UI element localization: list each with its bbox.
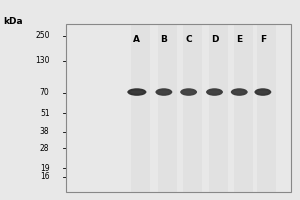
- FancyBboxPatch shape: [158, 24, 177, 192]
- Ellipse shape: [233, 90, 245, 94]
- Ellipse shape: [155, 88, 172, 96]
- Ellipse shape: [127, 88, 146, 96]
- Text: C: C: [185, 35, 192, 44]
- Ellipse shape: [206, 88, 223, 96]
- FancyBboxPatch shape: [183, 24, 202, 192]
- Ellipse shape: [130, 90, 144, 94]
- Text: 28: 28: [40, 144, 50, 153]
- Text: 38: 38: [40, 127, 50, 136]
- FancyBboxPatch shape: [234, 24, 253, 192]
- Text: F: F: [260, 35, 266, 44]
- Text: 70: 70: [40, 88, 50, 97]
- Text: A: A: [134, 35, 140, 44]
- Text: D: D: [211, 35, 218, 44]
- Ellipse shape: [180, 88, 197, 96]
- Text: 19: 19: [40, 164, 50, 173]
- Text: 51: 51: [40, 109, 50, 118]
- Ellipse shape: [183, 90, 194, 94]
- Ellipse shape: [231, 88, 248, 96]
- Ellipse shape: [158, 90, 170, 94]
- Text: E: E: [236, 35, 242, 44]
- Ellipse shape: [257, 90, 269, 94]
- FancyBboxPatch shape: [131, 24, 150, 192]
- Text: kDa: kDa: [3, 17, 22, 25]
- Text: 130: 130: [35, 56, 50, 65]
- Ellipse shape: [254, 88, 271, 96]
- Text: B: B: [160, 35, 167, 44]
- Text: 16: 16: [40, 172, 50, 181]
- Text: 250: 250: [35, 31, 50, 40]
- FancyBboxPatch shape: [257, 24, 276, 192]
- FancyBboxPatch shape: [209, 24, 228, 192]
- Ellipse shape: [208, 90, 220, 94]
